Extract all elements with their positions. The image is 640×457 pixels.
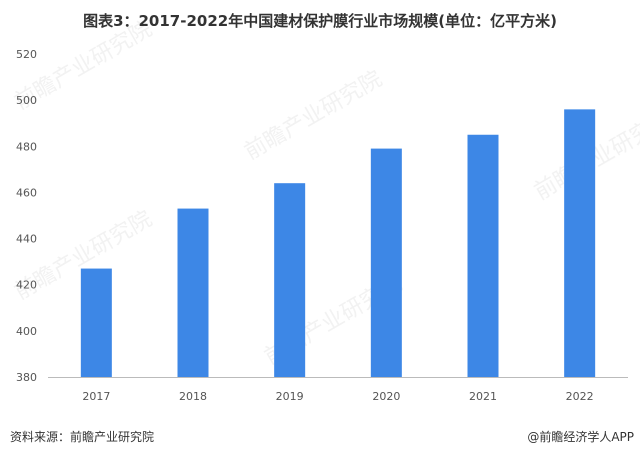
x-tick-label: 2017 — [82, 390, 110, 403]
y-tick-label: 500 — [16, 94, 37, 107]
x-tick-label: 2018 — [179, 390, 207, 403]
bar-2017 — [80, 268, 112, 377]
axis-layer: 380 400 420 440 460 480 500 520 2017 2018 2019 2020… — [16, 48, 628, 403]
y-tick-label: 420 — [16, 279, 37, 292]
bar-layer — [80, 109, 596, 377]
brand-credit: @前瞻经济学人APP — [527, 430, 634, 444]
x-tick-label: 2019 — [276, 390, 304, 403]
bar-2022 — [564, 109, 596, 377]
bar-2018 — [177, 208, 209, 377]
y-tick-label: 520 — [16, 48, 37, 61]
bar-2020 — [370, 148, 402, 377]
watermark-text: 前瞻产业研究院 — [241, 67, 387, 166]
y-tick-label: 460 — [16, 186, 37, 199]
x-tick-label: 2020 — [372, 390, 400, 403]
y-tick-label: 380 — [16, 371, 37, 384]
y-tick-label: 480 — [16, 140, 37, 153]
y-tick-label: 400 — [16, 325, 37, 338]
bar-2019 — [274, 183, 306, 377]
y-tick-label: 440 — [16, 233, 37, 246]
source-note: 资料来源：前瞻产业研究院 — [10, 430, 155, 444]
x-tick-label: 2022 — [566, 390, 594, 403]
bar-2021 — [467, 134, 499, 377]
x-tick-label: 2021 — [469, 390, 497, 403]
chart-title: 图表3：2017-2022年中国建材保护膜行业市场规模(单位：亿平方米) — [83, 12, 557, 30]
